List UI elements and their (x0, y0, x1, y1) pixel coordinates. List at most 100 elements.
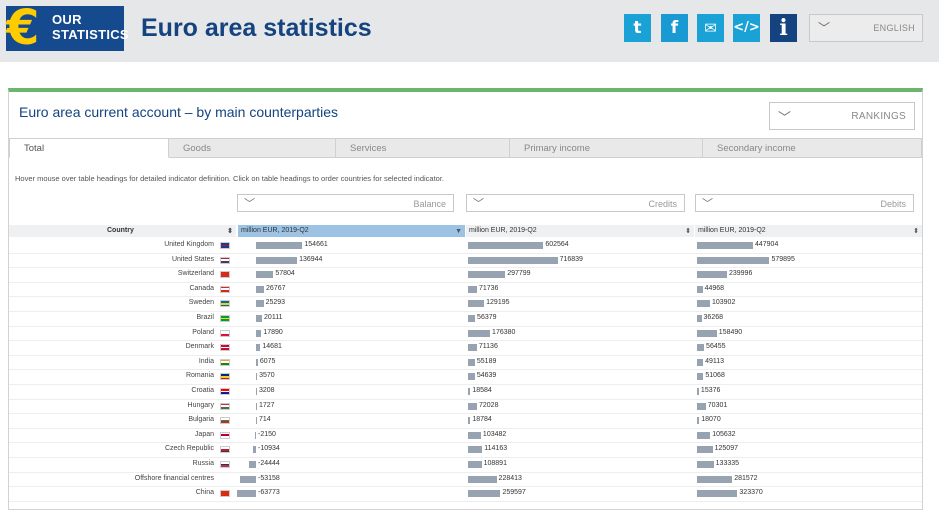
debits-bar (697, 358, 704, 366)
mail-icon[interactable]: ✉ (697, 14, 724, 42)
ro-flag-icon (220, 373, 230, 381)
sort-icon: ⬍ (227, 228, 233, 235)
balance-value: 3570 (259, 372, 275, 380)
debits-cell: 18070 (695, 414, 922, 428)
embed-icon[interactable]: </> (733, 14, 760, 42)
country-name[interactable]: Sweden (188, 299, 214, 307)
country-name[interactable]: Offshore financial centres (134, 474, 214, 482)
debits-bar (697, 329, 717, 337)
country-name[interactable]: Japan (194, 430, 214, 438)
credits-bar (468, 285, 477, 293)
debits-cell: 56455 (695, 341, 922, 355)
twitter-icon[interactable]: t (624, 14, 651, 42)
logo-line-2: STATISTICS (52, 27, 129, 42)
credits-dropdown[interactable]: ﹀ Credits (466, 194, 685, 212)
info-icon[interactable]: i (770, 14, 797, 42)
balance-cell: 6075 (238, 356, 465, 370)
balance-bar (256, 358, 258, 366)
tab-primary-income[interactable]: Primary income (510, 138, 703, 158)
site-logo[interactable]: € OUR STATISTICS (6, 0, 129, 56)
rankings-label: RANKINGS (851, 111, 906, 122)
table-row: China -63773 259597 323370 (9, 487, 922, 502)
se-flag-icon (220, 300, 230, 308)
debits-column-header[interactable]: million EUR, 2019-Q2 ⬍ (695, 225, 922, 237)
balance-bar (256, 417, 257, 425)
country-name[interactable]: United States (171, 255, 214, 263)
chevron-down-icon: ﹀ (702, 198, 713, 210)
balance-cell: 17890 (238, 327, 465, 341)
balance-bar (252, 446, 256, 454)
debits-value: 18070 (701, 416, 721, 424)
tab-total[interactable]: Total (9, 138, 169, 158)
sort-icon: ⬍ (685, 228, 691, 235)
debits-cell: 105632 (695, 429, 922, 443)
credits-bar (468, 271, 506, 279)
balance-value: 136944 (299, 255, 323, 263)
country-name[interactable]: Bulgaria (188, 416, 214, 424)
facebook-icon[interactable]: f (661, 14, 688, 42)
debits-cell: 133335 (695, 458, 922, 472)
country-name[interactable]: Switzerland (177, 270, 214, 278)
balance-dropdown[interactable]: ﹀ Balance (237, 194, 454, 212)
credits-bar (468, 300, 485, 308)
country-column-header[interactable]: Country ⬍ (9, 225, 236, 237)
country-name[interactable]: India (198, 357, 214, 365)
credits-cell: 71736 (466, 283, 694, 297)
credits-cell: 297799 (466, 268, 694, 282)
balance-value: 20111 (264, 313, 283, 321)
debits-bar (697, 431, 711, 439)
credits-bar (468, 460, 482, 468)
top-bar: € OUR STATISTICS Euro area statistics t … (0, 0, 939, 62)
balance-value: 17890 (263, 328, 283, 336)
debits-bar (697, 460, 714, 468)
country-name[interactable]: Croatia (191, 386, 214, 394)
header-label: Country (107, 227, 134, 234)
table-row: India 6075 55189 49113 (9, 356, 922, 371)
country-name[interactable]: Hungary (187, 401, 214, 409)
country-name[interactable]: Romania (185, 372, 214, 380)
balance-cell: 57804 (238, 268, 465, 282)
credits-cell: 228413 (466, 473, 694, 487)
credits-column-header[interactable]: million EUR, 2019-Q2 ⬍ (466, 225, 694, 237)
country-name[interactable]: Canada (189, 284, 214, 292)
balance-value: -2150 (258, 430, 276, 438)
debits-bar (697, 285, 703, 293)
dropdown-label: Balance (413, 199, 446, 209)
country-name[interactable]: Poland (192, 328, 214, 336)
credits-value: 114163 (484, 445, 508, 453)
language-select[interactable]: ﹀ ENGLISH (809, 14, 923, 42)
credits-value: 716839 (559, 255, 583, 263)
debits-cell: 51068 (695, 370, 922, 384)
credits-cell: 114163 (466, 443, 694, 457)
country-name[interactable]: Brazil (196, 313, 214, 321)
table-row: Brazil 20111 56379 36268 (9, 312, 922, 327)
country-name[interactable]: Denmark (185, 343, 214, 351)
debits-dropdown[interactable]: ﹀ Debits (695, 194, 914, 212)
tab-goods[interactable]: Goods (169, 138, 336, 158)
country-name[interactable]: Czech Republic (164, 445, 214, 453)
panel-title: Euro area current account – by main coun… (19, 104, 339, 120)
debits-bar (697, 387, 699, 395)
debits-cell: 49113 (695, 356, 922, 370)
debits-value: 133335 (715, 459, 740, 467)
balance-bar (240, 475, 256, 483)
balance-column-header[interactable]: million EUR, 2019-Q2 ▼ (238, 225, 465, 237)
header-label: million EUR, 2019-Q2 (698, 227, 766, 234)
table-row: Switzerland 57804 297799 239996 (9, 268, 922, 283)
balance-bar (255, 431, 256, 439)
ru-flag-icon (220, 460, 230, 468)
chevron-down-icon: ﹀ (473, 198, 484, 210)
debits-value: 70301 (707, 401, 728, 409)
debits-cell: 281572 (695, 473, 922, 487)
chevron-down-icon: ﹀ (818, 21, 831, 35)
debits-bar (697, 490, 738, 498)
country-name[interactable]: Russia (192, 459, 214, 467)
rankings-select[interactable]: ﹀ RANKINGS (769, 102, 915, 130)
balance-value: 714 (259, 416, 271, 424)
header-label: million EUR, 2019-Q2 (241, 227, 309, 234)
country-name[interactable]: United Kingdom (164, 241, 214, 248)
tab-services[interactable]: Services (336, 138, 510, 158)
cz-flag-icon (220, 446, 230, 454)
tab-secondary-income[interactable]: Secondary income (703, 138, 922, 158)
country-name[interactable]: China (195, 489, 214, 497)
